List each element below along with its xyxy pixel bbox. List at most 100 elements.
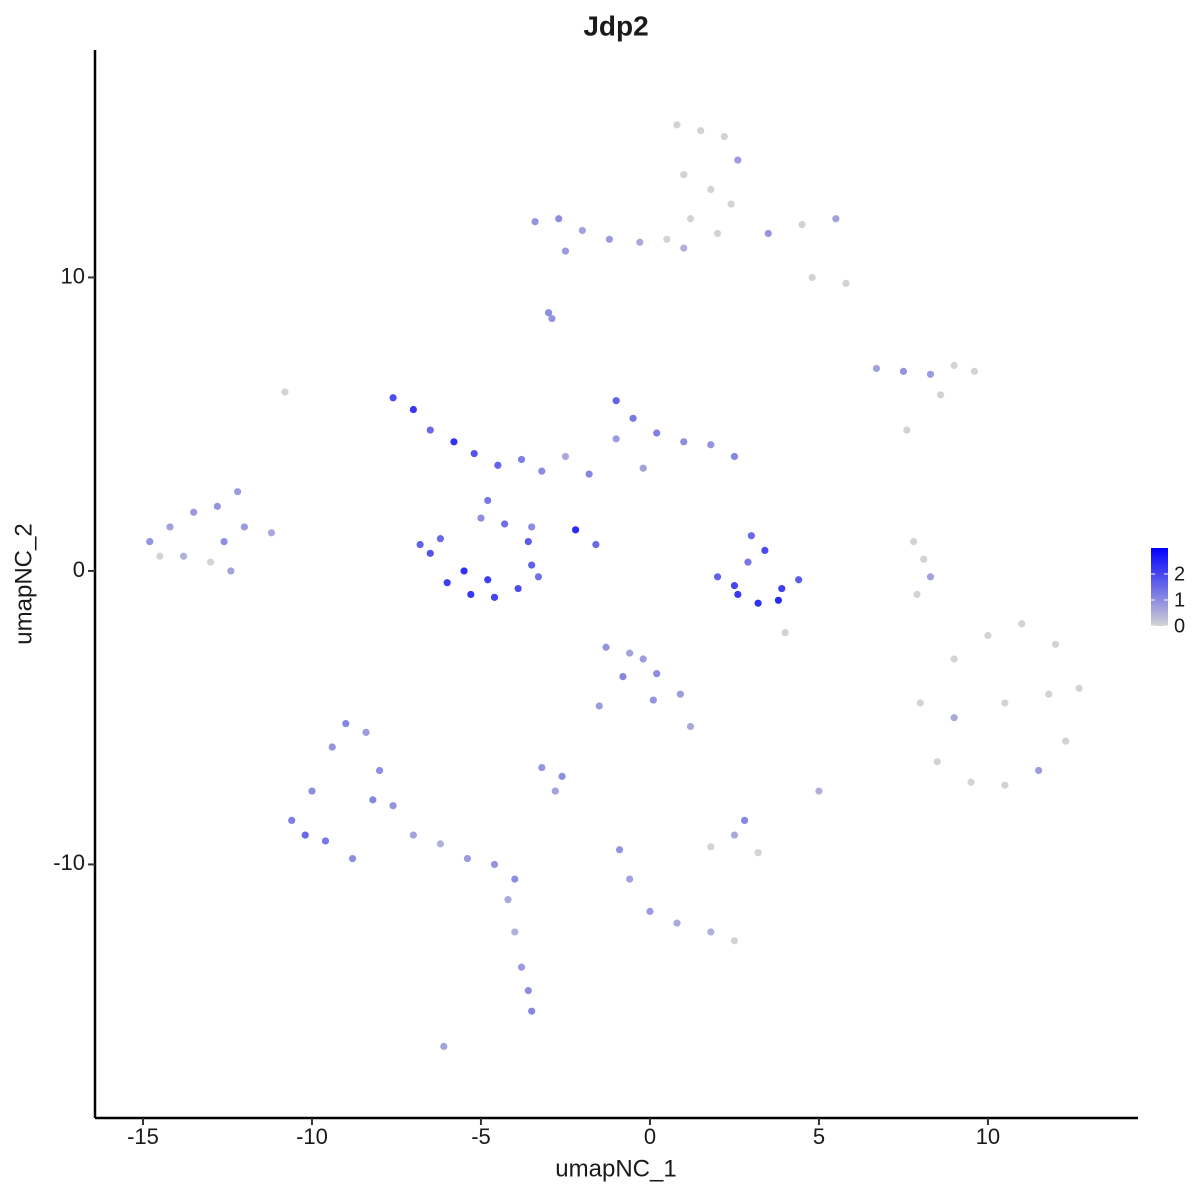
cell-point: [778, 584, 786, 593]
cell-point: [501, 520, 509, 528]
cell-point: [653, 429, 661, 437]
colorbar-label: 0: [1174, 615, 1185, 637]
cell-point: [409, 405, 417, 414]
cell-point: [179, 552, 188, 560]
cell-point: [308, 787, 316, 795]
x-tick-label: 0: [644, 1124, 656, 1149]
cell-point: [754, 599, 762, 607]
cell-point: [504, 896, 512, 904]
cell-point: [744, 558, 752, 566]
cell-point: [511, 928, 519, 936]
cell-point: [920, 555, 928, 563]
cell-point: [676, 690, 684, 698]
cell-point: [764, 229, 772, 238]
cell-point: [166, 523, 174, 531]
cell-point: [798, 221, 806, 229]
cell-point: [517, 963, 526, 971]
cell-point: [808, 273, 816, 282]
cell-point: [707, 441, 715, 449]
cell-point: [727, 200, 735, 208]
y-tick-label: 10: [61, 263, 85, 288]
cell-point: [602, 643, 610, 651]
cell-point: [227, 567, 235, 575]
cell-point: [477, 514, 485, 522]
cell-point: [595, 702, 603, 710]
cell-point: [1001, 699, 1009, 707]
cell-point: [639, 464, 647, 472]
cell-point: [1018, 620, 1026, 628]
y-axis-label: umapNC_2: [10, 523, 37, 644]
cell-point: [734, 156, 742, 164]
cell-point: [872, 364, 881, 373]
cell-point: [389, 802, 397, 810]
colorbar-label: 2: [1174, 563, 1185, 585]
cell-point: [707, 928, 715, 936]
cell-point: [916, 699, 924, 707]
x-tick-label: 10: [976, 1124, 1000, 1149]
cell-point: [626, 649, 634, 657]
cell-point: [707, 185, 715, 194]
cell-point: [707, 843, 715, 851]
y-tick-label: 0: [73, 557, 85, 582]
cell-point: [686, 722, 695, 731]
cell-point: [369, 796, 377, 804]
cell-point: [636, 238, 644, 246]
cell-point: [970, 367, 979, 375]
cell-point: [484, 576, 492, 584]
cell-point: [720, 132, 728, 141]
cell-point: [156, 552, 164, 560]
cell-point: [342, 719, 350, 728]
cell-point: [561, 452, 570, 461]
cell-point: [375, 766, 384, 775]
cell-point: [348, 854, 357, 863]
cell-point: [321, 837, 330, 845]
cell-point: [551, 787, 559, 795]
cell-point: [281, 388, 289, 396]
cell-point: [561, 247, 570, 255]
cell-point: [555, 215, 563, 223]
cell-point: [301, 831, 309, 839]
cell-point: [1035, 766, 1043, 775]
cell-point: [572, 526, 580, 534]
cell-point: [470, 449, 478, 458]
cell-point: [436, 535, 445, 543]
cell-point: [926, 573, 935, 581]
cell-point: [639, 655, 647, 663]
cell-point: [774, 596, 782, 604]
cell-point: [443, 579, 451, 587]
cell-point: [713, 573, 722, 581]
cell-point: [426, 549, 434, 557]
cell-point: [511, 875, 519, 883]
cell-point: [538, 467, 546, 475]
cell-point: [484, 496, 492, 505]
cell-point: [680, 171, 688, 179]
cell-point: [389, 394, 397, 402]
cell-point: [1062, 737, 1070, 745]
cell-point: [267, 529, 276, 537]
cell-point: [832, 215, 840, 223]
cell-point: [528, 561, 536, 569]
cell-point: [619, 672, 627, 681]
cell-point: [653, 670, 661, 678]
cell-point: [548, 314, 556, 323]
cell-point: [649, 696, 657, 704]
cell-point: [629, 414, 637, 422]
cell-point: [490, 860, 499, 869]
cell-point: [730, 831, 739, 839]
cell-point: [913, 590, 921, 599]
x-tick-label: -5: [471, 1124, 491, 1149]
cell-point: [528, 523, 536, 531]
colorbar: [1151, 548, 1168, 626]
cell-point: [585, 470, 593, 478]
cell-point: [213, 502, 221, 510]
cell-point: [531, 218, 539, 226]
cell-point: [460, 567, 468, 575]
cell-point: [463, 854, 472, 863]
cell-point: [206, 558, 215, 566]
cell-point: [795, 576, 803, 584]
cell-point: [146, 537, 154, 546]
cell-point: [240, 523, 248, 531]
x-tick-label: -15: [127, 1124, 159, 1149]
cell-point: [740, 816, 749, 825]
